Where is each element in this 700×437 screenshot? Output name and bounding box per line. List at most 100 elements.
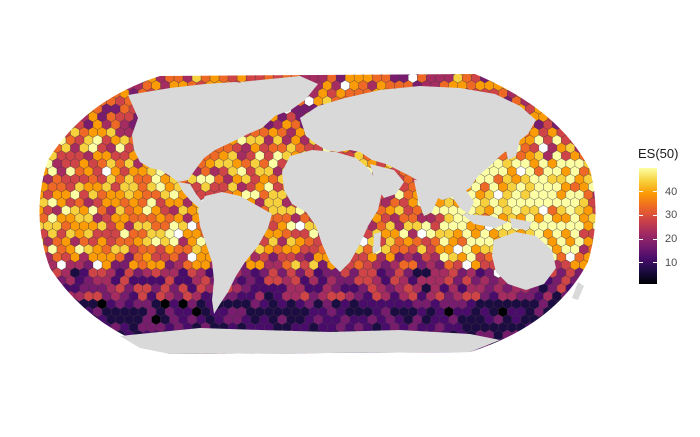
ocean-hex-cell [47, 337, 58, 349]
ocean-hex-cell [444, 353, 454, 354]
ocean-hex-cell [529, 74, 540, 76]
ocean-hex-cell [39, 158, 44, 169]
ocean-hex-cell [556, 314, 567, 325]
ocean-hex-cell [570, 353, 580, 354]
ocean-hex-cell [295, 74, 305, 76]
ocean-hex-cell [529, 329, 540, 341]
ocean-hex-cell [561, 103, 571, 115]
ocean-hex-cell [520, 74, 531, 76]
ocean-hex-cell [574, 80, 585, 91]
ocean-hex-cell [561, 74, 571, 84]
ocean-hex-cell [39, 329, 44, 341]
ocean-hex-cell [56, 306, 67, 318]
ocean-hex-cell [39, 134, 49, 146]
ocean-hex-cell [529, 345, 540, 354]
ocean-hex-cell [83, 74, 94, 84]
ocean-hex-cell [255, 353, 265, 354]
ocean-hex-cell [124, 74, 134, 76]
ocean-hex-cell [30, 244, 39, 254]
ocean-hex-cell [592, 95, 596, 107]
ocean-hex-cell [597, 182, 606, 192]
ocean-hex-cell [155, 353, 166, 354]
ocean-hex-cell [583, 267, 594, 279]
ocean-hex-cell [47, 103, 58, 115]
ocean-hex-cell [61, 314, 71, 325]
ocean-hex-cell [318, 353, 328, 354]
ocean-hex-cell [61, 298, 71, 310]
ocean-hex-cell [56, 322, 67, 333]
ocean-hex-cell [466, 74, 476, 76]
ocean-hex-cell [602, 346, 611, 356]
ocean-hex-cell [480, 353, 490, 354]
ocean-hex-cell [43, 74, 53, 76]
ocean-hex-cell [583, 95, 594, 107]
ocean-hex-cell [52, 298, 62, 310]
ocean-hex-cell [583, 329, 594, 341]
ocean-hex-cell [602, 80, 611, 90]
ocean-hex-cell [30, 213, 39, 223]
ocean-hex-cell [602, 299, 611, 309]
ocean-hex-cell [408, 353, 418, 354]
ocean-hex-cell [26, 221, 35, 231]
ocean-hex-cell [110, 337, 121, 349]
ocean-hex-cell [128, 353, 139, 354]
ocean-hex-cell [471, 353, 481, 354]
legend-tick-label: 10 [665, 256, 678, 269]
ocean-hex-cell [61, 345, 71, 354]
ocean-hex-cell [588, 290, 596, 302]
ocean-hex-cell [525, 353, 535, 354]
ocean-hex-cell [182, 353, 193, 354]
ocean-hex-cell [565, 95, 576, 107]
japan [506, 136, 520, 160]
ocean-hex-cell [453, 353, 463, 354]
ocean-hex-cell [507, 74, 517, 84]
ocean-hex-cell [565, 80, 576, 91]
ocean-hex-cell [579, 353, 589, 354]
ocean-hex-cell [543, 353, 553, 354]
ocean-hex-cell [516, 353, 526, 354]
ocean-hex-cell [124, 345, 134, 354]
ocean-hex-cell [52, 80, 62, 91]
ocean-hex-cell [74, 103, 85, 115]
ocean-hex-cell [26, 330, 35, 340]
ocean-hex-cell [588, 150, 596, 162]
ocean-hex-cell [602, 283, 611, 293]
ocean-hex-cell [552, 103, 562, 115]
ocean-hex-cell [597, 197, 606, 207]
ocean-hex-cell [394, 74, 404, 76]
ocean-hex-cell [47, 74, 58, 84]
ocean-hex-cell [547, 329, 558, 341]
ocean-hex-cell [417, 353, 427, 354]
ocean-hex-cell [106, 329, 116, 341]
ocean-hex-cell [602, 221, 611, 231]
ocean-hex-cell [92, 353, 103, 354]
ocean-hex-cell [88, 329, 98, 341]
ocean-hex-cell [372, 353, 382, 354]
ocean-hex-cell [597, 307, 606, 317]
ocean-hex-cell [588, 337, 596, 349]
ocean-hex-cell [543, 88, 553, 99]
ocean-hex-cell [106, 345, 116, 354]
ocean-hex-cell [56, 337, 67, 349]
ocean-hex-cell [552, 74, 562, 84]
ocean-hex-cell [26, 205, 35, 215]
ocean-hex-cell [597, 73, 606, 83]
ocean-hex-cell [56, 290, 67, 302]
ocean-hex-cell [173, 353, 184, 354]
ocean-hex-cell [502, 345, 513, 354]
ocean-hex-cell [592, 251, 596, 263]
ocean-hex-cell [538, 74, 549, 76]
ocean-hex-cell [561, 337, 571, 349]
ocean-hex-cell [602, 205, 611, 215]
ocean-hex-cell [534, 337, 544, 349]
ocean-hex-cell [70, 345, 80, 354]
ocean-hex-cell [336, 353, 346, 354]
ocean-hex-cell [218, 353, 229, 354]
ocean-hex-cell [106, 74, 116, 76]
ocean-hex-cell [507, 353, 517, 354]
ocean-hex-cell [47, 134, 58, 146]
ocean-hex-cell [597, 322, 606, 332]
ocean-hex-cell [30, 104, 39, 114]
ocean-hex-cell [579, 88, 589, 99]
ocean-hex-cell [588, 88, 596, 99]
